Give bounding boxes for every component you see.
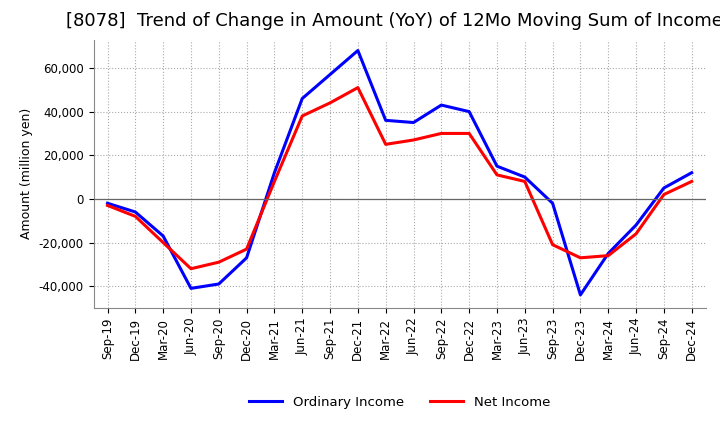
Net Income [492,172,501,177]
Ordinary Income [576,292,585,297]
Net Income [131,214,140,219]
Net Income [409,137,418,143]
Net Income [465,131,474,136]
Ordinary Income [325,72,334,77]
Net Income [631,231,640,236]
Net Income [103,203,112,208]
Ordinary Income [465,109,474,114]
Y-axis label: Amount (million yen): Amount (million yen) [20,108,33,239]
Legend: Ordinary Income, Net Income: Ordinary Income, Net Income [244,391,555,414]
Ordinary Income [215,281,223,286]
Ordinary Income [604,251,613,256]
Ordinary Income [103,201,112,206]
Ordinary Income [549,201,557,206]
Net Income [521,179,529,184]
Net Income [325,100,334,106]
Ordinary Income [131,209,140,215]
Net Income [576,255,585,260]
Net Income [242,246,251,252]
Line: Ordinary Income: Ordinary Income [107,51,692,295]
Ordinary Income [688,170,696,176]
Ordinary Income [186,286,195,291]
Net Income [354,85,362,90]
Ordinary Income [492,164,501,169]
Net Income [660,192,668,197]
Line: Net Income: Net Income [107,88,692,269]
Ordinary Income [631,223,640,228]
Ordinary Income [270,170,279,176]
Ordinary Income [242,255,251,260]
Net Income [549,242,557,247]
Ordinary Income [521,174,529,180]
Net Income [270,179,279,184]
Ordinary Income [159,233,168,238]
Ordinary Income [298,96,307,101]
Title: [8078]  Trend of Change in Amount (YoY) of 12Mo Moving Sum of Incomes: [8078] Trend of Change in Amount (YoY) o… [66,12,720,30]
Ordinary Income [409,120,418,125]
Net Income [298,114,307,119]
Ordinary Income [437,103,446,108]
Net Income [159,240,168,245]
Net Income [604,253,613,258]
Net Income [186,266,195,271]
Net Income [437,131,446,136]
Net Income [688,179,696,184]
Net Income [215,260,223,265]
Ordinary Income [382,117,390,123]
Ordinary Income [354,48,362,53]
Ordinary Income [660,185,668,191]
Net Income [382,142,390,147]
